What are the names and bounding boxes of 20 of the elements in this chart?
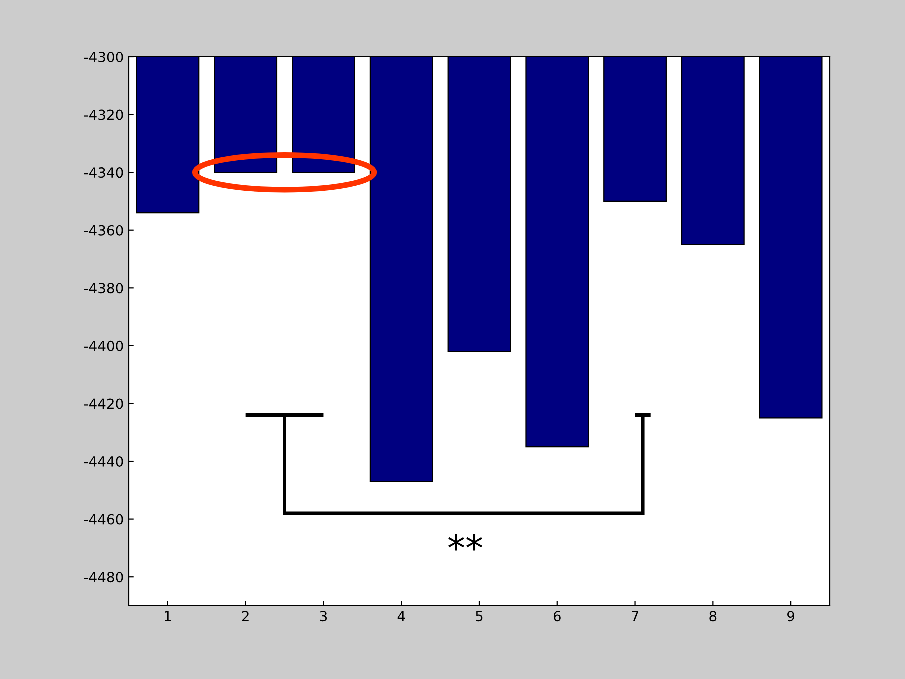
y-tick-label: -4380 [84, 283, 124, 294]
x-tick-label: 9 [788, 611, 794, 622]
y-tick-label: -4360 [84, 225, 124, 236]
annotation: ** [448, 534, 482, 551]
y-tick-label: -4340 [84, 168, 124, 178]
x-tick-label: 7 [632, 611, 639, 622]
x-tick-label: 6 [554, 611, 561, 622]
y-tick-label: -4300 [84, 52, 124, 62]
x-tick-label: 1 [165, 611, 172, 622]
y-tick-label: -4420 [84, 398, 124, 410]
x-tick-label: 8 [710, 611, 717, 622]
y-tick-label: -4460 [84, 514, 124, 525]
x-tick-label: 3 [320, 611, 328, 622]
x-tick-label: 5 [476, 611, 483, 622]
y-tick-label: -4320 [84, 110, 124, 120]
y-tick-label: -4440 [84, 456, 124, 467]
x-tick-label: 4 [398, 611, 406, 622]
y-tick-label: -4400 [84, 340, 124, 352]
x-tick-label: 2 [242, 611, 249, 622]
y-tick-label: -4480 [84, 572, 124, 583]
